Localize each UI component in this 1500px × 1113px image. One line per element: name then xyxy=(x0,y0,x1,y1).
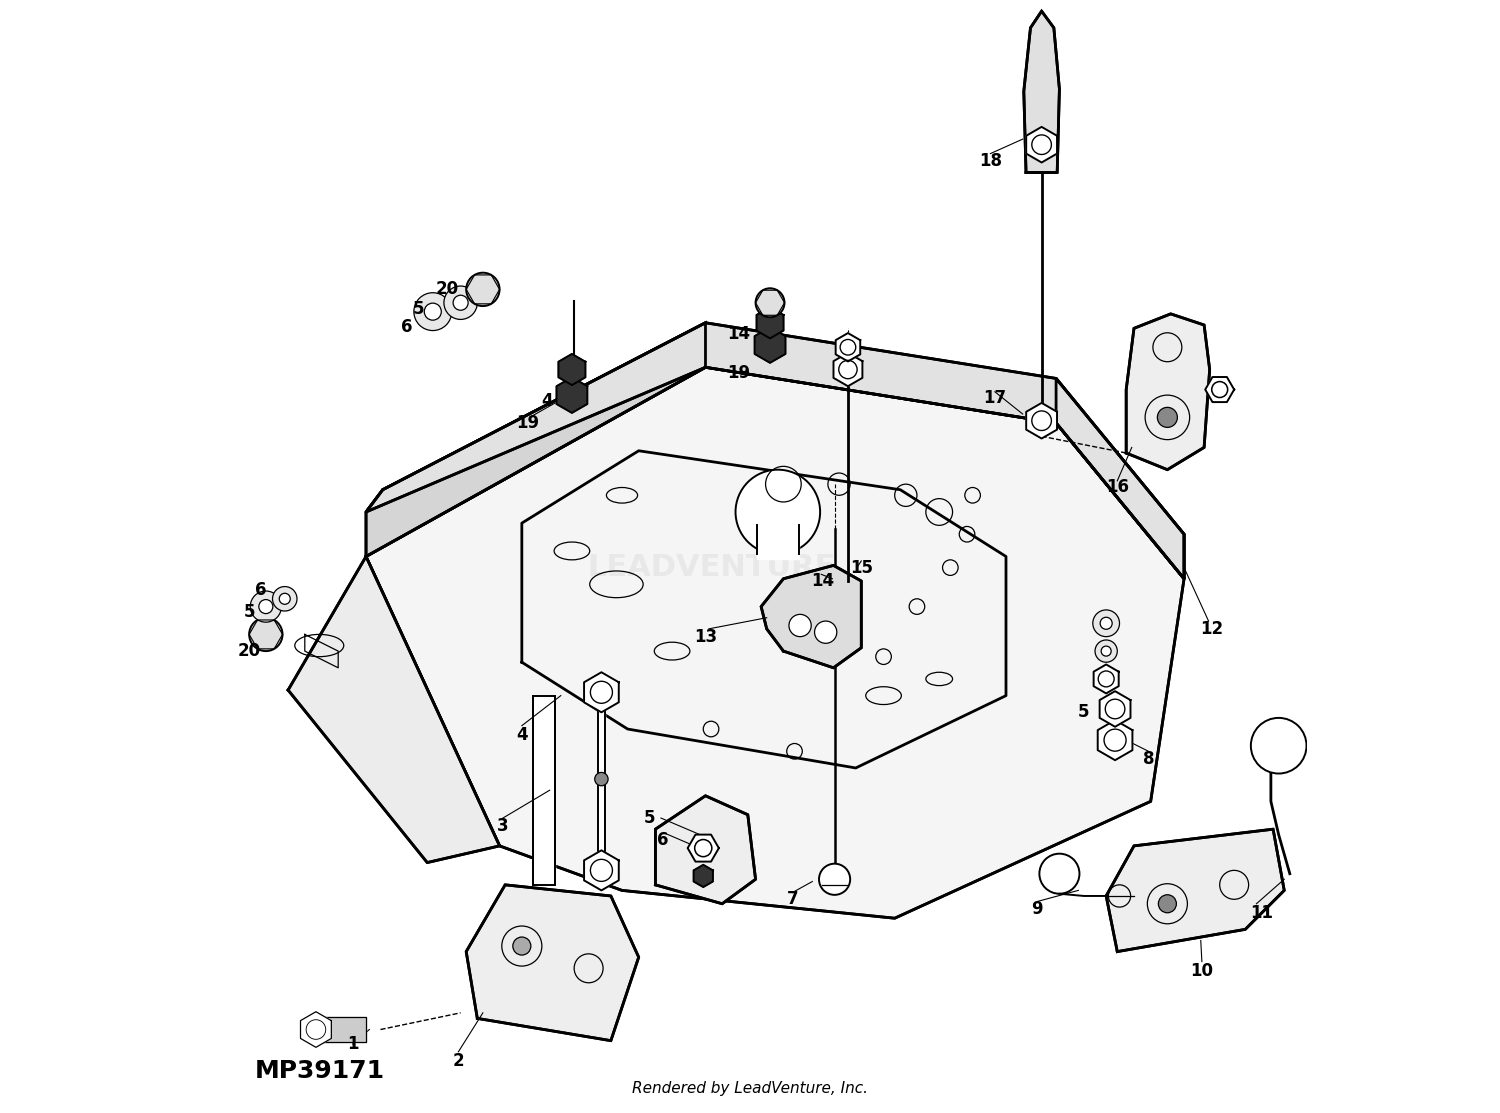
Text: 19: 19 xyxy=(516,414,538,432)
Circle shape xyxy=(594,772,608,786)
Polygon shape xyxy=(321,1017,366,1042)
Polygon shape xyxy=(532,696,555,885)
Text: 1: 1 xyxy=(346,1035,358,1053)
Circle shape xyxy=(815,621,837,643)
Circle shape xyxy=(1251,718,1306,774)
Circle shape xyxy=(1095,640,1118,662)
Text: 15: 15 xyxy=(850,559,873,577)
Text: 14: 14 xyxy=(728,325,750,343)
Circle shape xyxy=(414,293,452,331)
Text: 18: 18 xyxy=(980,152,1002,170)
Circle shape xyxy=(513,937,531,955)
Polygon shape xyxy=(558,354,585,385)
Text: 6: 6 xyxy=(402,318,412,336)
Text: Rendered by LeadVenture, Inc.: Rendered by LeadVenture, Inc. xyxy=(632,1081,868,1096)
Text: 5: 5 xyxy=(644,809,656,827)
Polygon shape xyxy=(300,1012,332,1047)
Text: 20: 20 xyxy=(237,642,261,660)
Text: LEADVENTURE: LEADVENTURE xyxy=(586,553,836,582)
Polygon shape xyxy=(1204,377,1234,402)
Text: 5: 5 xyxy=(1078,703,1089,721)
Polygon shape xyxy=(756,307,783,338)
Polygon shape xyxy=(1026,127,1057,162)
Polygon shape xyxy=(687,835,718,861)
Polygon shape xyxy=(288,556,500,863)
Circle shape xyxy=(1094,610,1119,637)
Circle shape xyxy=(273,587,297,611)
Circle shape xyxy=(444,286,477,319)
Polygon shape xyxy=(836,333,860,362)
Polygon shape xyxy=(756,524,800,559)
Polygon shape xyxy=(693,865,712,887)
Circle shape xyxy=(249,618,282,651)
Circle shape xyxy=(819,864,850,895)
Text: 9: 9 xyxy=(1032,900,1042,918)
Text: 5: 5 xyxy=(243,603,255,621)
Polygon shape xyxy=(366,323,1184,579)
Polygon shape xyxy=(1106,829,1284,952)
Polygon shape xyxy=(1094,664,1119,693)
Text: 5: 5 xyxy=(413,301,424,318)
Circle shape xyxy=(1158,895,1176,913)
Circle shape xyxy=(279,593,291,604)
Polygon shape xyxy=(1098,720,1132,760)
Text: 14: 14 xyxy=(812,572,834,590)
Polygon shape xyxy=(584,850,620,890)
Text: 2: 2 xyxy=(453,1052,464,1070)
Polygon shape xyxy=(834,353,862,386)
Polygon shape xyxy=(760,565,861,668)
Circle shape xyxy=(735,470,821,554)
Polygon shape xyxy=(584,672,620,712)
Text: 3: 3 xyxy=(496,817,508,835)
Polygon shape xyxy=(597,679,606,879)
Circle shape xyxy=(1100,618,1112,629)
Circle shape xyxy=(1101,646,1112,657)
Text: 20: 20 xyxy=(435,280,459,298)
Text: 17: 17 xyxy=(984,390,1006,407)
Text: 10: 10 xyxy=(1191,962,1214,979)
Text: 4: 4 xyxy=(542,392,554,410)
Polygon shape xyxy=(1026,403,1057,439)
Polygon shape xyxy=(366,367,1184,918)
Text: 13: 13 xyxy=(694,628,717,646)
Circle shape xyxy=(251,591,282,622)
Text: 6: 6 xyxy=(657,831,669,849)
Polygon shape xyxy=(1126,314,1209,470)
Text: 16: 16 xyxy=(1106,479,1130,496)
Text: 4: 4 xyxy=(516,726,528,743)
Polygon shape xyxy=(1056,378,1184,579)
Polygon shape xyxy=(366,323,705,556)
Circle shape xyxy=(424,303,441,321)
Text: 8: 8 xyxy=(1143,750,1154,768)
Circle shape xyxy=(789,614,812,637)
Circle shape xyxy=(466,273,500,306)
Polygon shape xyxy=(466,885,639,1041)
Text: 19: 19 xyxy=(728,364,750,382)
Text: MP39171: MP39171 xyxy=(255,1058,386,1083)
Polygon shape xyxy=(1100,691,1131,727)
Circle shape xyxy=(1158,407,1178,427)
Text: 6: 6 xyxy=(255,581,266,599)
Polygon shape xyxy=(754,327,786,363)
Polygon shape xyxy=(656,796,756,904)
Text: 11: 11 xyxy=(1251,904,1274,922)
Polygon shape xyxy=(1024,11,1059,173)
Circle shape xyxy=(756,288,784,317)
Text: 7: 7 xyxy=(786,890,798,908)
Text: 12: 12 xyxy=(1200,620,1224,638)
Circle shape xyxy=(453,295,468,311)
Polygon shape xyxy=(556,377,588,413)
Circle shape xyxy=(260,600,273,613)
